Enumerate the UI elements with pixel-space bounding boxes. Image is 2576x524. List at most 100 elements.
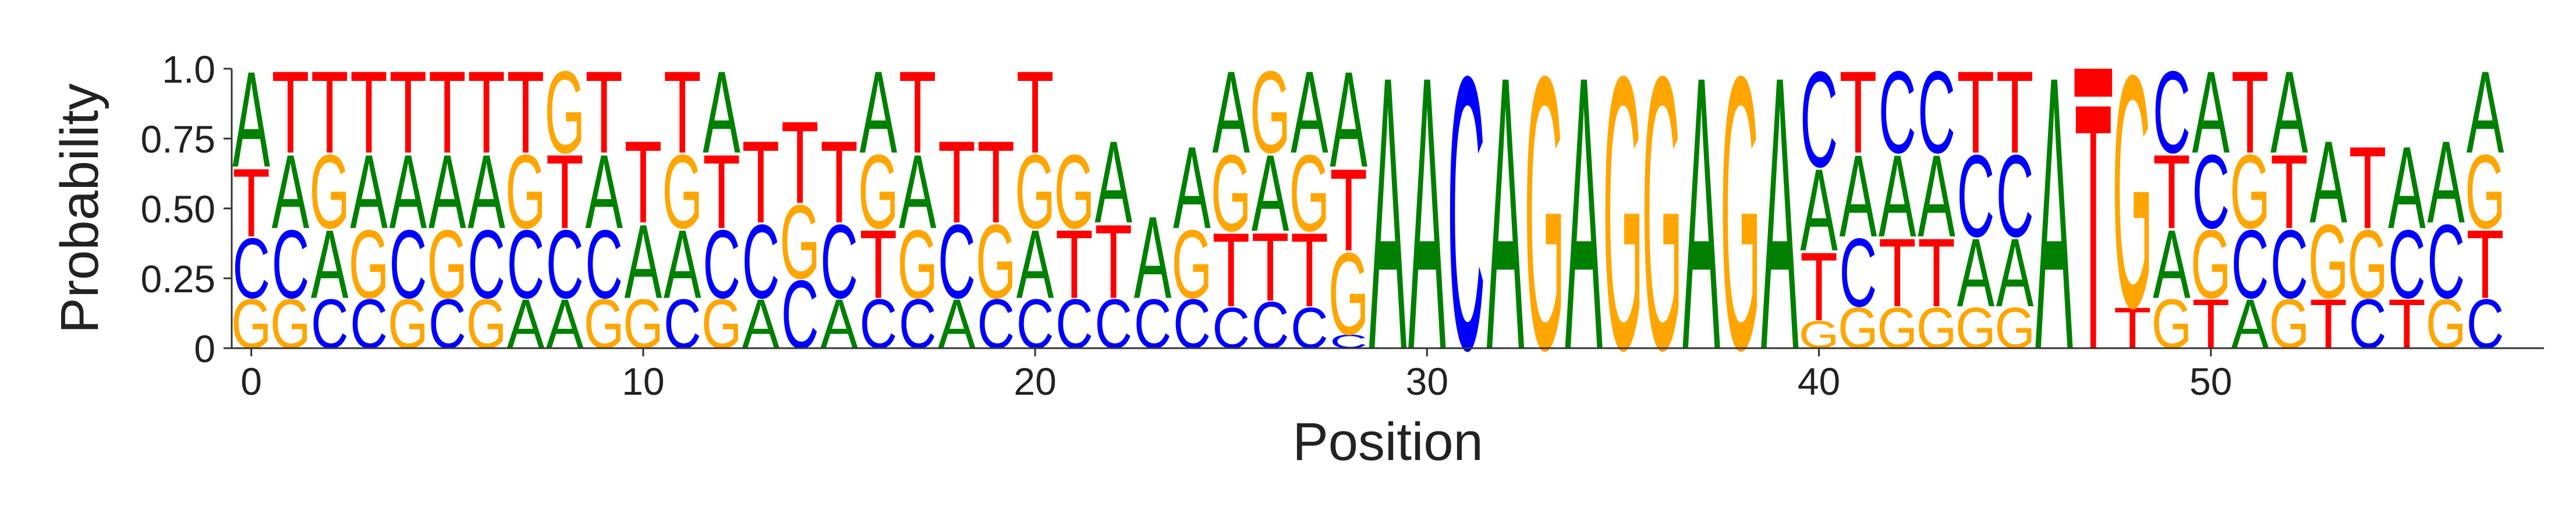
logo-letter-G-pos-49: G	[2152, 285, 2192, 363]
logo-letter-G-pos-35: G	[1603, 0, 1643, 431]
logo-letter-A-pos-42: A	[1879, 131, 1916, 261]
logo-letter-T-pos-54: T	[2349, 123, 2387, 253]
logo-letter-A-pos-41: A	[1840, 131, 1877, 261]
logo-letter-T-pos-4: T	[389, 48, 427, 178]
logo-letter-G-pos-45: G	[1994, 296, 2035, 361]
logo-letter-A-pos-56: A	[2427, 117, 2465, 247]
logo-letter-G-pos-14: G	[779, 184, 820, 302]
logo-letter-C-pos-49: C	[2153, 47, 2191, 178]
y-axis-title: Probability	[50, 83, 109, 334]
logo-letter-T-pos-10: T	[625, 118, 662, 248]
logo-letter-A-pos-25: A	[1212, 47, 1250, 178]
logo-letter-G-pos-12: G	[701, 285, 742, 363]
logo-letter-A-pos-55: A	[2388, 123, 2426, 253]
logo-letter-C-pos-14: C	[781, 260, 819, 369]
logo-letter-G-pos-6: G	[466, 285, 507, 363]
x-axis-title: Position	[1292, 412, 1483, 472]
logo-letter-G-pos-38: G	[1720, 0, 1761, 431]
logo-letter-G-pos-1: G	[270, 285, 311, 363]
logo-letter-C-pos-31: C	[1447, 0, 1485, 431]
logo-letter-C-pos-15: C	[820, 203, 858, 321]
y-ticks: 0 0.25 0.50 0.75 1.0	[141, 48, 232, 370]
logo-letter-C-pos-23: C	[1134, 285, 1172, 363]
logo-letter-G-pos-54: G	[2347, 210, 2388, 319]
x-ticks: 0 10 20 30 40 50	[240, 348, 2232, 403]
logo-letter-G-pos-57: G	[2465, 133, 2506, 251]
logo-letter-G-pos-44: G	[1955, 296, 1996, 361]
logo-letter-C-pos-41: C	[1840, 218, 1877, 327]
y-tick-label: 0.50	[141, 187, 215, 231]
logo-letter-T-pos-2: T	[311, 48, 349, 178]
logo-letter-G-pos-11: G	[662, 133, 703, 251]
logo-letter-A-pos-11: A	[664, 210, 701, 319]
logo-letter-T-pos-16: T	[860, 210, 898, 319]
logo-letter-T-pos-22: T	[1094, 203, 1132, 320]
logo-letter-T-pos-53: T	[2309, 285, 2347, 364]
logo-letter-C-pos-2: C	[311, 285, 349, 363]
logo-letter-C-pos-26: C	[1252, 288, 1289, 363]
logo-letter-A-pos-0: A	[232, 44, 270, 196]
logo-letter-T-pos-55: T	[2388, 285, 2426, 364]
logo-letter-C-pos-24: C	[1173, 285, 1211, 363]
logo-letter-C-pos-8: C	[546, 210, 584, 319]
logo-letter-T-pos-40: T	[1800, 232, 1838, 341]
logo-letter-C-pos-21: C	[1055, 285, 1093, 363]
logo-letter-G-pos-53: G	[2308, 203, 2349, 321]
logo-letter-G-pos-2: G	[309, 133, 350, 251]
logo-letter-T-pos-15: T	[820, 118, 858, 248]
logo-letter-T-pos-48: T	[2114, 295, 2152, 360]
logo-letter-T-pos-25: T	[1212, 212, 1250, 329]
logo-letter-C-pos-4: C	[389, 210, 427, 319]
logo-letter-G-pos-41: G	[1838, 296, 1879, 361]
logo-letter-T-pos-0: T	[232, 148, 270, 257]
logo-letter-A-pos-1: A	[272, 133, 310, 250]
logo-letter-G-pos-26: G	[1250, 47, 1291, 178]
logo-letter-C-pos-16: C	[859, 285, 897, 363]
logo-letter-T-pos-57: T	[2467, 210, 2504, 319]
logo-letter-T-pos-18: T	[938, 118, 976, 248]
logo-letter-C-pos-7: C	[507, 210, 545, 319]
logo-letter-C-pos-1: C	[272, 210, 310, 319]
x-tick-label: 40	[1798, 360, 1840, 403]
logo-letter-T-pos-5: T	[428, 48, 466, 178]
logo-letter-G-pos-51: G	[2230, 133, 2270, 251]
logo-letter-C-pos-11: C	[664, 285, 701, 363]
logo-letter-C-pos-27: C	[1291, 296, 1328, 361]
logo-letter-T-pos-7: T	[507, 48, 545, 178]
logo-letter-A-pos-22: A	[1094, 117, 1132, 247]
logo-letter-A-pos-40: A	[1800, 145, 1838, 275]
logo-letters: GCTAGCATCAGTCGATGCATCGATGCATACGTACTGGCAT…	[231, 0, 2506, 431]
x-tick-label: 0	[240, 360, 262, 403]
logo-letter-T-pos-27: T	[1291, 212, 1328, 329]
logo-letter-C-pos-12: C	[703, 210, 740, 319]
logo-letter-T-pos-19: T	[977, 118, 1015, 248]
logo-letter-G-pos-16: G	[858, 133, 899, 251]
logo-letter-G-pos-27: G	[1289, 133, 1330, 254]
logo-letter-G-pos-33: G	[1524, 0, 1565, 431]
logo-letter-T-pos-3: T	[350, 48, 388, 178]
logo-letter-C-pos-25: C	[1212, 296, 1250, 361]
logo-letter-A-pos-28: A	[1330, 44, 1367, 196]
logo-letter-A-pos-4: A	[389, 133, 427, 250]
logo-letter-T-pos-11: T	[664, 48, 701, 178]
logo-letter-A-pos-10: A	[625, 203, 662, 320]
logo-letter-A-pos-44: A	[1957, 218, 1995, 327]
logo-letter-C-pos-19: C	[977, 285, 1015, 363]
logo-letter-C-pos-9: C	[585, 210, 623, 319]
logo-letter-A-pos-39: A	[1761, 0, 1799, 431]
logo-letter-T-pos-14: T	[781, 98, 819, 228]
logo-letter-T-pos-51: T	[2231, 48, 2269, 178]
logo-letter-G-pos-56: G	[2426, 285, 2467, 363]
logo-letter-C-pos-6: C	[467, 210, 505, 319]
logo-letter-T-pos-42: T	[1879, 218, 1916, 327]
logo-letter-C-pos-13: C	[742, 203, 780, 321]
logo-letter-G-pos-17: G	[897, 210, 938, 319]
logo-letter-C-pos-55: C	[2388, 210, 2426, 319]
logo-letter-G-pos-28: G	[1328, 228, 1369, 359]
logo-letter-T-pos-43: T	[1918, 218, 1955, 327]
logo-letter-G-pos-52: G	[2269, 285, 2310, 363]
x-tick-label: 10	[622, 360, 664, 403]
logo-letter-T-pos-20: T	[1016, 48, 1054, 178]
logo-letter-A-pos-57: A	[2467, 47, 2504, 178]
logo-letter-T-pos-44: T	[1957, 48, 1995, 178]
